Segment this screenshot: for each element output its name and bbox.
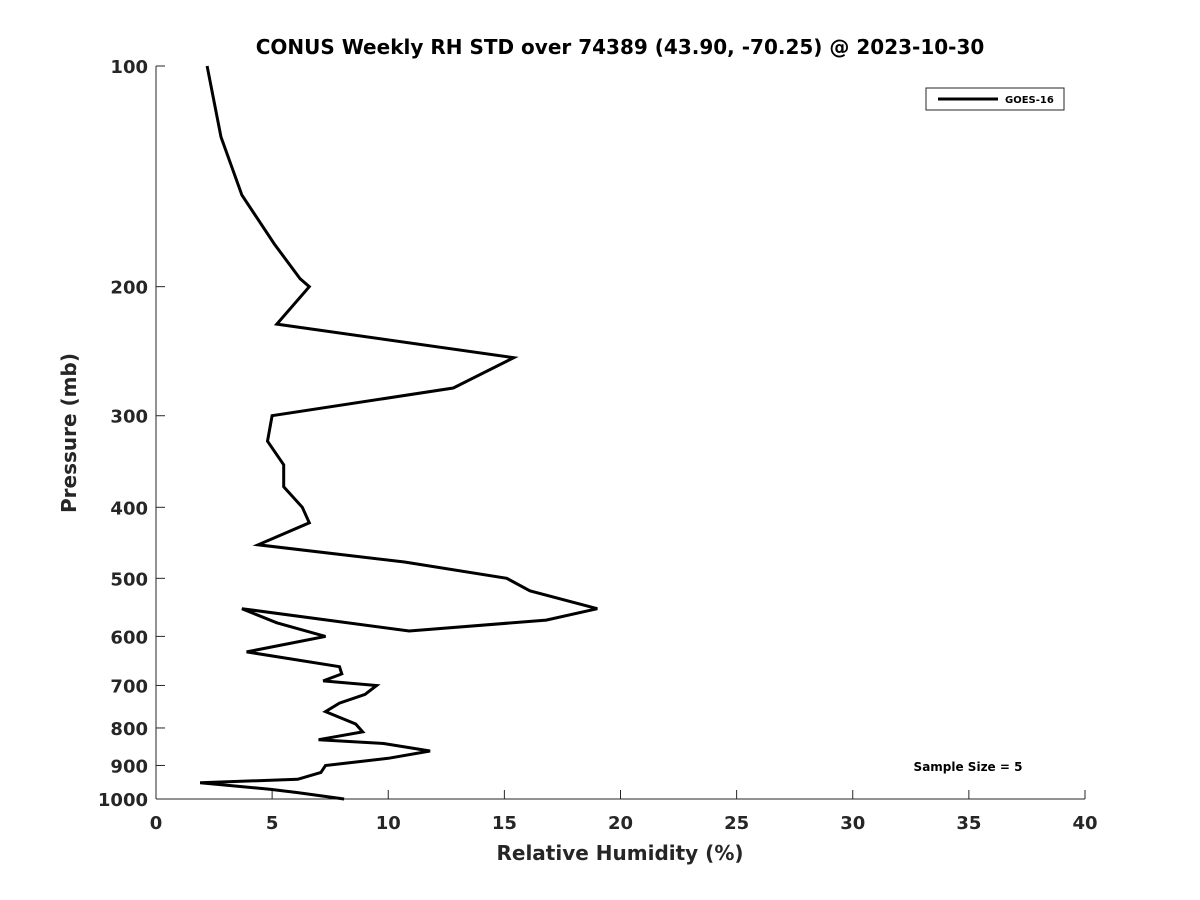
x-tick-label: 25 [724, 813, 749, 834]
series-layer [199, 65, 598, 801]
y-tick-label: 400 [110, 498, 148, 519]
x-tick-label: 30 [840, 813, 865, 834]
y-axis-ticks: 100 200 300 400 500 600 700 800 900 1000 [98, 57, 165, 811]
y-tick-label: 600 [110, 627, 148, 648]
y-tick-label: 800 [110, 719, 148, 740]
x-tick-label: 10 [376, 813, 401, 834]
chart-title: CONUS Weekly RH STD over 74389 (43.90, -… [256, 35, 985, 59]
legend: GOES-16 [925, 87, 1065, 111]
y-axis-label: Pressure (mb) [57, 353, 81, 513]
x-tick-label: 40 [1072, 813, 1097, 834]
x-axis-ticks: 0 5 10 15 20 25 30 35 40 [150, 790, 1098, 834]
y-tick-label: 300 [110, 407, 148, 428]
x-tick-label: 5 [266, 813, 279, 834]
sample-size-annotation: Sample Size = 5 [914, 760, 1023, 774]
y-tick-label: 700 [110, 676, 148, 697]
y-tick-label: 1000 [98, 790, 148, 811]
x-tick-label: 35 [956, 813, 981, 834]
plot-frame [155, 66, 1085, 800]
y-tick-label: 200 [110, 278, 148, 299]
y-tick-label: 100 [110, 57, 148, 78]
x-axis-label: Relative Humidity (%) [496, 841, 743, 865]
series-line-goes-16 [199, 65, 598, 801]
x-tick-label: 20 [608, 813, 633, 834]
x-tick-label: 0 [150, 813, 163, 834]
y-tick-label: 900 [110, 756, 148, 777]
x-tick-label: 15 [492, 813, 517, 834]
y-tick-label: 500 [110, 569, 148, 590]
legend-label-goes-16: GOES-16 [1005, 95, 1054, 106]
